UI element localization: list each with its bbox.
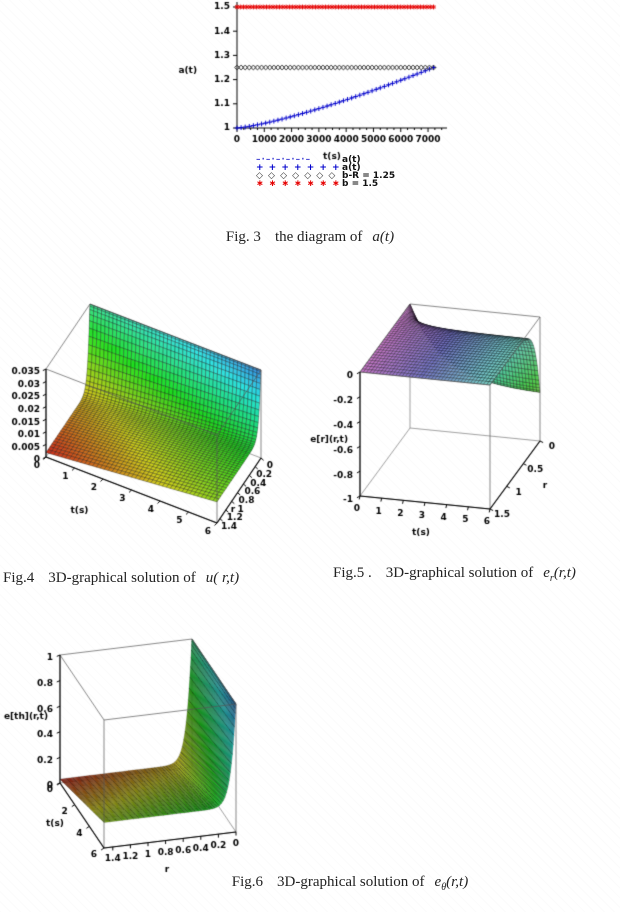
fig5-caption-text: 3D-graphical solution of xyxy=(385,565,534,581)
fig4-caption-number: Fig.4 xyxy=(3,570,35,586)
fig4-surface-chart xyxy=(0,268,330,570)
fig4-caption-text: 3D-graphical solution of xyxy=(48,570,196,586)
fig3-caption-number: Fig. 3 xyxy=(225,229,261,245)
legend-entry: ◇ ◇ ◇ ◇ ◇ ◇ ◇ b-R = 1.25 xyxy=(256,171,396,181)
legend-entry: + + + + + + + a(t) xyxy=(256,163,395,173)
fig6-surface-chart xyxy=(0,636,300,888)
legend-entry: –·–·–·–·–·– a(t) xyxy=(256,155,395,165)
plus-marker-icon: + + + + + + + xyxy=(256,163,341,173)
fig3-caption: Fig. 3 the diagram of a(t) xyxy=(225,229,395,245)
fig3-caption-text: the diagram of xyxy=(274,229,363,245)
fig4-caption: Fig.4 3D-graphical solution of u( r,t) xyxy=(3,570,240,586)
legend-label: b-R = 1.25 xyxy=(342,171,396,181)
legend-label: b = 1.5 xyxy=(342,179,379,189)
fig6-caption-text: 3D-graphical solution of xyxy=(277,874,425,890)
fig3-legend: –·–·–·–·–·– a(t) + + + + + + + a(t) ◇ ◇ … xyxy=(256,155,396,189)
legend-label: a(t) xyxy=(342,163,361,173)
fig5-caption: Fig.5 . 3D-graphical solution of er(r,t) xyxy=(333,565,576,584)
diamond-marker-icon: ◇ ◇ ◇ ◇ ◇ ◇ ◇ xyxy=(256,171,337,181)
fig6-caption: Fig.6 3D-graphical solution of eθ(r,t) xyxy=(231,874,469,893)
legend-label: a(t) xyxy=(342,155,361,165)
fig5-caption-number: Fig.5 . xyxy=(333,565,372,581)
fig5-surface-chart xyxy=(300,288,620,563)
asterisk-marker-icon: ∗ ∗ ∗ ∗ ∗ ∗ ∗ xyxy=(256,179,341,189)
legend-entry: ∗ ∗ ∗ ∗ ∗ ∗ ∗ b = 1.5 xyxy=(256,179,395,189)
fig6-caption-number: Fig.6 xyxy=(231,874,264,890)
dashdot-line-marker-icon: –·–·–·–·–·– xyxy=(256,155,312,165)
fig3-line-chart xyxy=(150,0,480,200)
